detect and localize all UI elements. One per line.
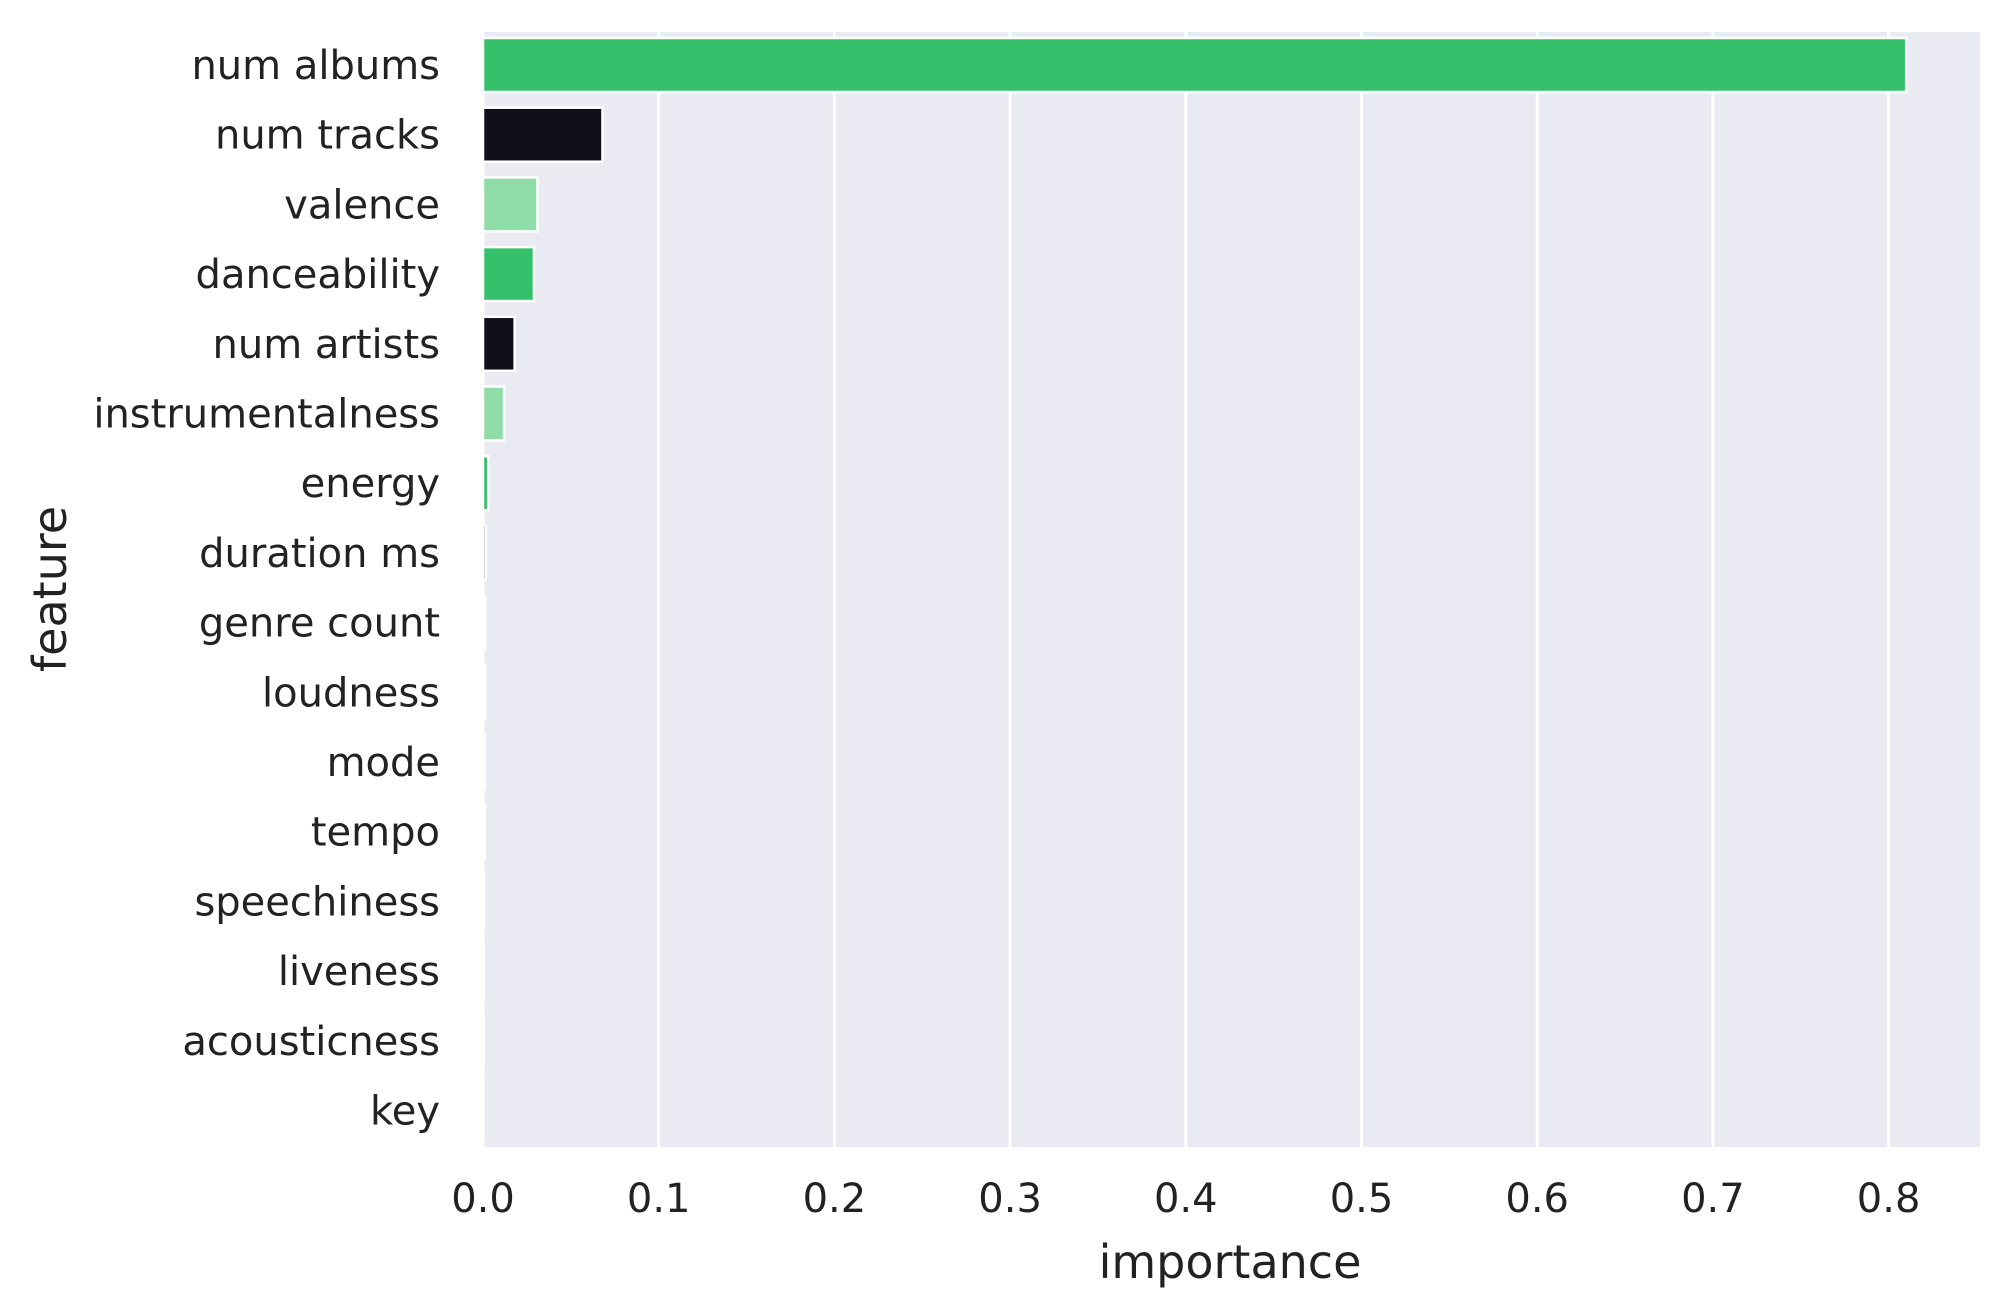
bars: [481, 36, 1908, 1139]
bar: [481, 454, 490, 512]
y-tick-label: duration ms: [199, 531, 440, 577]
y-tick-label: instrumentalness: [93, 392, 440, 438]
bar: [481, 524, 487, 582]
x-tick-label: 0.5: [1330, 1176, 1394, 1222]
x-tick-label: 0.7: [1681, 1176, 1745, 1222]
y-tick-label: genre count: [199, 601, 440, 647]
y-tick-label: speechiness: [194, 879, 440, 925]
bar: [481, 385, 506, 442]
bar: [481, 803, 487, 860]
bar: [481, 1012, 485, 1070]
x-tick-labels: 0.0 0.1 0.2 0.3 0.4 0.5 0.6 0.7 0.8: [451, 1176, 1920, 1222]
y-tick-label: num albums: [191, 43, 440, 89]
grid-lines: [481, 32, 1891, 1147]
plot-background: [483, 32, 1980, 1147]
x-tick-label: 0.0: [451, 1176, 515, 1222]
y-tick-label: liveness: [278, 949, 440, 995]
bar: [481, 873, 486, 930]
x-tick-label: 0.8: [1857, 1176, 1921, 1222]
bar: [481, 664, 487, 721]
bar: [481, 594, 487, 651]
y-tick-label: num tracks: [215, 113, 440, 159]
y-tick-label: valence: [284, 182, 440, 228]
x-tick-label: 0.3: [978, 1176, 1042, 1222]
y-tick-label: energy: [301, 461, 440, 507]
x-tick-label: 0.1: [627, 1176, 691, 1222]
bar: [481, 106, 604, 163]
y-tick-label: mode: [327, 740, 440, 786]
y-tick-label: tempo: [311, 810, 440, 856]
bar: [481, 315, 516, 373]
bar: [481, 176, 539, 233]
x-tick-label: 0.6: [1505, 1176, 1569, 1222]
x-axis-title: importance: [1099, 1235, 1362, 1289]
y-tick-label: acousticness: [182, 1019, 440, 1065]
bar: [481, 245, 536, 303]
bar: [481, 36, 1908, 94]
y-axis-title: feature: [23, 506, 77, 672]
y-tick-label: danceability: [196, 252, 440, 298]
bar: [481, 942, 485, 1000]
x-tick-label: 0.2: [803, 1176, 867, 1222]
y-tick-label: key: [370, 1089, 440, 1135]
x-tick-label: 0.4: [1154, 1176, 1218, 1222]
y-tick-labels: num albums num tracks valence danceability n…: [93, 43, 440, 1135]
y-tick-label: num artists: [213, 322, 441, 368]
y-tick-label: loudness: [262, 670, 440, 716]
bar: [481, 733, 487, 791]
